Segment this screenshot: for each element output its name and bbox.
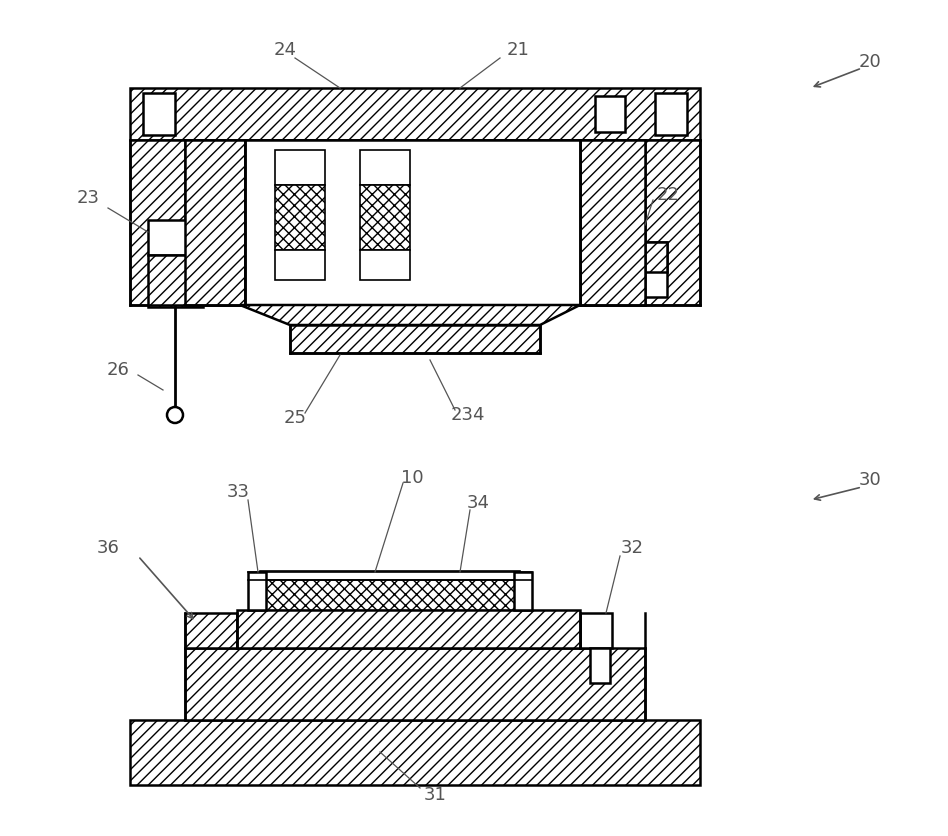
Bar — [143, 93, 175, 135]
Bar — [185, 613, 237, 648]
Bar — [645, 140, 700, 305]
Bar — [185, 140, 245, 305]
Bar — [248, 572, 266, 610]
Bar — [245, 140, 580, 305]
Bar — [290, 325, 540, 353]
Bar — [645, 242, 667, 297]
Bar — [260, 571, 520, 580]
Text: 31: 31 — [424, 786, 447, 804]
Bar — [360, 185, 410, 250]
Text: 36: 36 — [97, 539, 119, 557]
Text: 20: 20 — [859, 53, 882, 71]
Text: 234: 234 — [450, 406, 485, 424]
Text: 21: 21 — [506, 41, 529, 59]
Bar — [360, 250, 410, 280]
Text: 33: 33 — [227, 483, 249, 501]
Bar — [148, 255, 203, 307]
Text: 34: 34 — [466, 494, 489, 512]
Text: 26: 26 — [106, 361, 130, 379]
Text: 24: 24 — [274, 41, 297, 59]
Bar — [185, 140, 645, 305]
Bar — [580, 613, 612, 648]
Bar — [237, 610, 580, 648]
Bar — [275, 185, 325, 250]
Text: 32: 32 — [621, 539, 644, 557]
Bar — [262, 577, 518, 610]
Bar — [185, 648, 645, 720]
Bar — [590, 648, 610, 683]
Bar — [580, 140, 645, 305]
Bar — [130, 88, 700, 140]
Text: 22: 22 — [657, 186, 680, 204]
Bar — [514, 572, 532, 610]
Text: 23: 23 — [77, 189, 100, 207]
Text: 30: 30 — [859, 471, 882, 489]
Bar — [595, 96, 625, 132]
Bar — [130, 720, 700, 785]
Bar — [275, 150, 325, 185]
Bar — [655, 93, 687, 135]
Text: 10: 10 — [401, 469, 424, 487]
Text: 25: 25 — [283, 409, 306, 427]
Bar — [148, 220, 203, 255]
Polygon shape — [240, 305, 580, 325]
Circle shape — [167, 407, 183, 423]
Bar — [360, 150, 410, 185]
Bar — [130, 140, 185, 305]
Bar — [645, 242, 667, 272]
Bar — [275, 250, 325, 280]
